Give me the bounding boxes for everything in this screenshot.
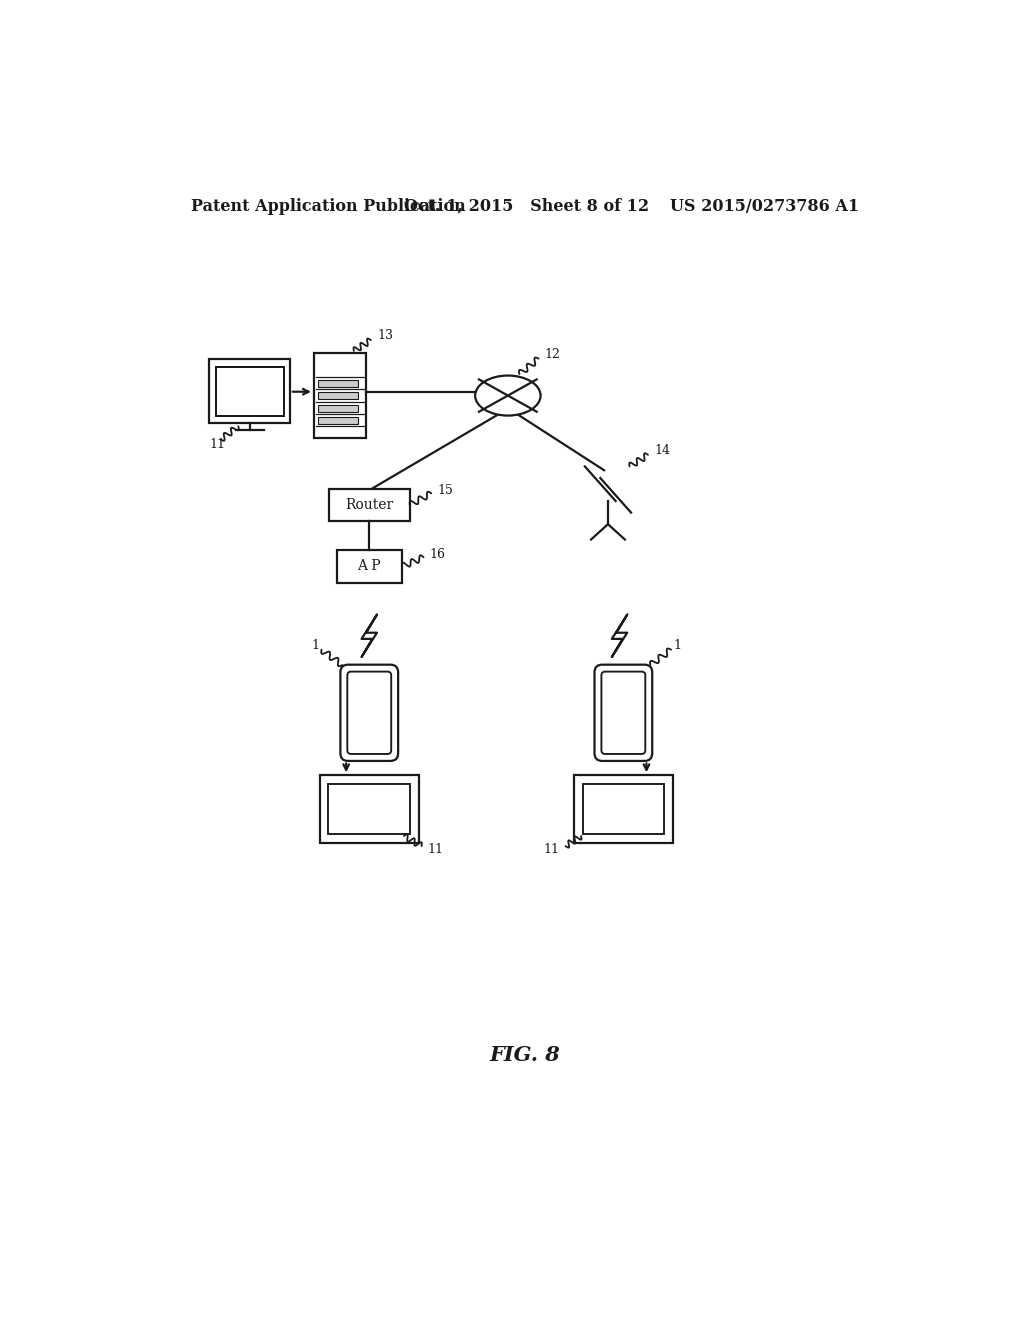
Text: 16: 16 (430, 548, 445, 561)
Text: 15: 15 (437, 483, 454, 496)
Bar (317, 405, 358, 412)
Text: 13: 13 (377, 329, 393, 342)
FancyBboxPatch shape (340, 665, 398, 760)
Bar (329, 488, 410, 521)
FancyBboxPatch shape (601, 672, 645, 754)
Bar (329, 784, 410, 834)
Text: 11: 11 (210, 438, 225, 451)
Bar (313, 354, 367, 438)
FancyBboxPatch shape (347, 672, 391, 754)
Text: 1: 1 (311, 639, 319, 652)
Text: 14: 14 (654, 445, 670, 458)
Text: 11: 11 (428, 843, 443, 857)
Text: Patent Application Publication: Patent Application Publication (190, 198, 465, 215)
Text: Oct. 1, 2015   Sheet 8 of 12: Oct. 1, 2015 Sheet 8 of 12 (403, 198, 649, 215)
Bar (317, 417, 358, 424)
Text: FIG. 8: FIG. 8 (489, 1045, 560, 1065)
Bar (319, 775, 419, 843)
Text: Router: Router (345, 498, 393, 512)
Bar (317, 380, 358, 387)
Text: 1: 1 (673, 639, 681, 652)
Bar (574, 775, 673, 843)
Bar (216, 367, 285, 416)
Text: A P: A P (357, 560, 381, 573)
Text: 12: 12 (545, 348, 561, 362)
Ellipse shape (475, 376, 541, 416)
Bar (317, 392, 358, 400)
FancyBboxPatch shape (595, 665, 652, 760)
Bar (337, 550, 402, 582)
Text: 11: 11 (544, 843, 559, 857)
Text: US 2015/0273786 A1: US 2015/0273786 A1 (670, 198, 859, 215)
Bar (583, 784, 665, 834)
Bar (210, 359, 291, 422)
